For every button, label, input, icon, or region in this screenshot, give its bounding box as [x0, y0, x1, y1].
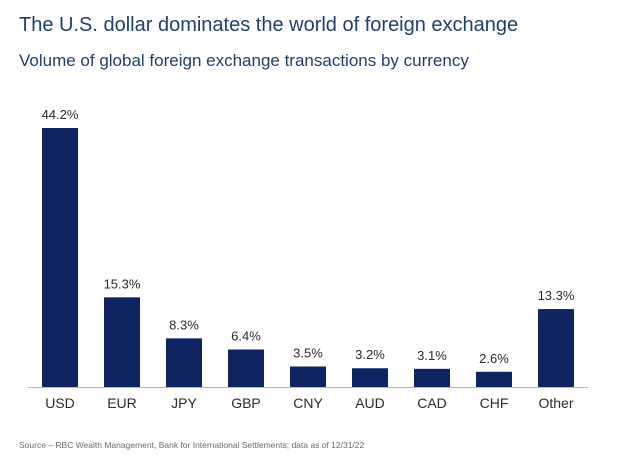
chart-title: The U.S. dollar dominates the world of f…	[19, 14, 519, 36]
x-tick-label: EUR	[107, 395, 137, 411]
data-label: 6.4%	[231, 328, 261, 343]
x-tick-label: USD	[45, 395, 75, 411]
x-tick-label: CAD	[417, 395, 447, 411]
source-note: Source – RBC Wealth Management, Bank for…	[19, 440, 365, 450]
data-label: 13.3%	[538, 288, 575, 303]
bar-other	[538, 309, 574, 387]
bar-usd	[42, 128, 78, 387]
bar-chf	[476, 371, 512, 387]
x-tick-label: CNY	[293, 395, 323, 411]
bar-aud	[352, 368, 388, 387]
x-tick-label: AUD	[355, 395, 385, 411]
bar-cny	[290, 366, 326, 387]
data-label: 3.5%	[293, 345, 323, 360]
x-tick-label: JPY	[171, 395, 197, 411]
bar-cad	[414, 368, 450, 387]
data-label: 3.2%	[355, 347, 385, 362]
bar-gbp	[228, 349, 264, 387]
data-label: 44.2%	[42, 107, 79, 122]
x-tick-label: Other	[538, 395, 573, 411]
bar-jpy	[166, 338, 202, 387]
x-tick-label: CHF	[480, 395, 509, 411]
chart-subtitle: Volume of global foreign exchange transa…	[19, 51, 469, 70]
x-tick-label: GBP	[231, 395, 261, 411]
data-label: 15.3%	[104, 276, 141, 291]
data-label: 3.1%	[417, 348, 447, 363]
data-label: 8.3%	[169, 317, 199, 332]
bar-eur	[104, 297, 140, 387]
data-label: 2.6%	[479, 351, 509, 366]
